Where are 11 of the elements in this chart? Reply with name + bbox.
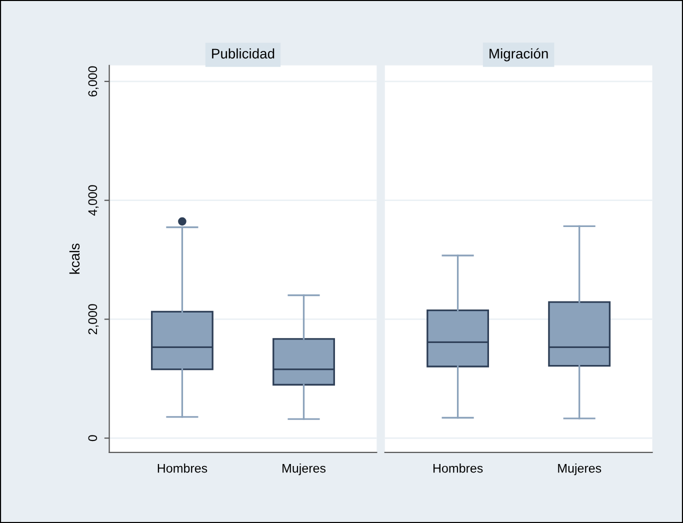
x-tick-label: Mujeres (282, 464, 326, 476)
x-tick-label: Hombres (158, 464, 208, 473)
x-tick-label: Mujeres (558, 464, 602, 476)
chart-title: Publicidad (212, 48, 274, 59)
y-tick-label: 6,000 (88, 66, 99, 96)
x-tick-label: Hombres (433, 464, 483, 473)
chart-title: Migración (490, 48, 548, 62)
y-tick-label: 2,000 (88, 304, 99, 334)
y-axis-title: kcals (69, 244, 80, 274)
y-tick-label: 0 (88, 435, 98, 442)
y-tick-label: 4,000 (88, 185, 99, 216)
